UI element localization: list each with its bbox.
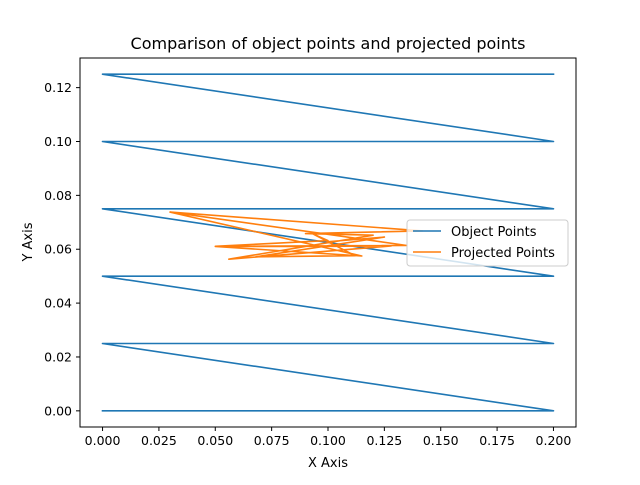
x-tick-label: 0.125: [366, 433, 402, 448]
x-tick-label: 0.175: [479, 433, 515, 448]
x-tick-label: 0.025: [141, 433, 177, 448]
x-tick-label: 0.050: [197, 433, 233, 448]
x-tick-label: 0.000: [85, 433, 121, 448]
y-tick-label: 0.06: [44, 242, 72, 257]
y-tick-label: 0.02: [44, 349, 72, 364]
legend-label-projected-points: Projected Points: [451, 246, 555, 261]
x-tick-label: 0.100: [310, 433, 346, 448]
y-tick-label: 0.10: [44, 134, 72, 149]
y-axis-label: Y Axis: [21, 222, 36, 262]
series-line-projected-points: [169, 211, 424, 261]
y-tick-label: 0.12: [44, 80, 72, 95]
y-tick-label: 0.08: [44, 188, 72, 203]
legend-box: [406, 219, 569, 267]
legend: Object Points Projected Points: [406, 219, 569, 267]
x-tick-label: 0.200: [536, 433, 572, 448]
y-ticks: 0.00 0.02 0.04 0.06 0.08 0.10 0.12: [44, 80, 80, 418]
x-axis-label: X Axis: [308, 456, 348, 471]
legend-label-object-points: Object Points: [451, 225, 537, 240]
chart-title: Comparison of object points and projecte…: [131, 34, 526, 53]
series-layer: [101, 73, 555, 412]
x-tick-label: 0.075: [254, 433, 290, 448]
x-tick-label: 0.150: [423, 433, 459, 448]
y-tick-label: 0.00: [44, 403, 72, 418]
x-ticks: 0.000 0.025 0.050 0.075 0.100 0.125 0.150 0.175…: [85, 427, 572, 448]
y-tick-label: 0.04: [44, 296, 72, 311]
